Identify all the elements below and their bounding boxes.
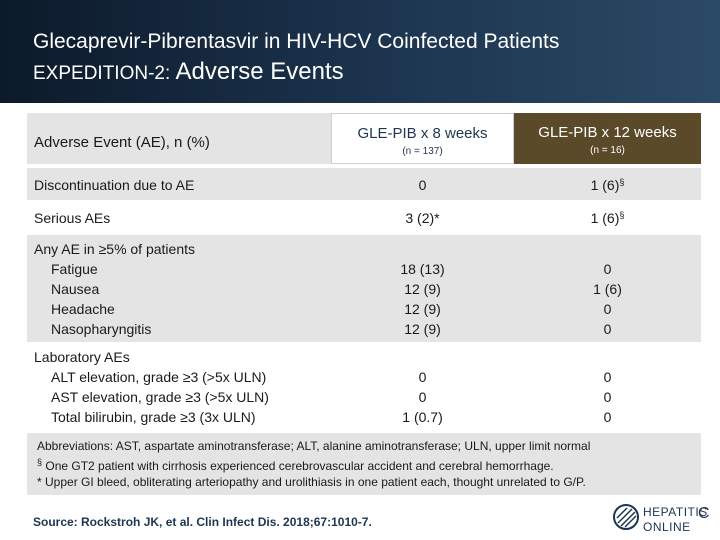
cell-nasopharyngitis-8wk: 12 (9): [404, 321, 441, 337]
star-footnote: * Upper GI bleed, obliterating arteriopa…: [37, 475, 586, 489]
table-row-shade: [27, 235, 701, 342]
cell-ast-8wk: 0: [418, 389, 427, 405]
hepatitis-c-online-logo: HEPATITIS C ONLINE: [612, 503, 712, 535]
slide-header: Glecaprevir-Pibrentasvir in HIV-HCV Coin…: [0, 0, 720, 103]
section-footnote: § One GT2 patient with cirrhosis experie…: [37, 457, 554, 473]
cell-headache-12wk: 0: [603, 301, 612, 317]
row-header-label: Adverse Event (AE), n (%): [34, 134, 210, 151]
cell-fatigue-8wk: 18 (13): [400, 261, 445, 277]
row-label-ast: AST elevation, grade ≥3 (>5x ULN): [51, 389, 269, 405]
slide-subtitle: EXPEDITION-2: Adverse Events: [33, 58, 344, 86]
row-label-any-ae: Any AE in ≥5% of patients: [34, 241, 195, 257]
cell-value: 1 (6): [590, 210, 620, 226]
row-label-fatigue: Fatigue: [51, 261, 98, 277]
cell-serious-12wk: 1 (6)§: [514, 210, 701, 226]
row-label-alt: ALT elevation, grade ≥3 (>5x ULN): [51, 369, 267, 385]
cell-alt-12wk: 0: [603, 369, 612, 385]
column-title: GLE-PIB x 8 weeks: [357, 125, 488, 142]
footnotes-box: Abbreviations: AST, aspartate aminotrans…: [27, 433, 701, 495]
cell-discontinuation-12wk: 1 (6)§: [514, 177, 701, 193]
subtitle-prefix: EXPEDITION-2:: [33, 63, 176, 84]
logo-line-1: HEPATITIS: [643, 505, 708, 519]
cell-nausea-12wk: 1 (6): [593, 281, 622, 297]
footnote-mark: §: [37, 457, 43, 467]
cell-discontinuation-8wk: 0: [418, 177, 427, 193]
slide-title: Glecaprevir-Pibrentasvir in HIV-HCV Coin…: [33, 30, 560, 53]
cell-bilirubin-8wk: 1 (0.7): [402, 409, 443, 425]
row-label-serious: Serious AEs: [34, 210, 111, 226]
footnote-mark: §: [619, 177, 625, 187]
column-header-8-weeks: GLE-PIB x 8 weeks (n = 137): [331, 113, 514, 164]
cell-nausea-8wk: 12 (9): [404, 281, 441, 297]
source-citation: Source: Rockstroh JK, et al. Clin Infect…: [33, 515, 372, 529]
row-label-discontinuation: Discontinuation due to AE: [34, 177, 195, 193]
subtitle-main: Adverse Events: [175, 58, 344, 85]
row-label-headache: Headache: [51, 301, 115, 317]
footnote-mark: §: [619, 210, 625, 220]
row-label-bilirubin: Total bilirubin, grade ≥3 (3x ULN): [51, 409, 256, 425]
cell-headache-8wk: 12 (9): [404, 301, 441, 317]
row-label-nasopharyngitis: Nasopharyngitis: [51, 321, 152, 337]
abbreviations-note: Abbreviations: AST, aspartate aminotrans…: [37, 439, 591, 453]
cell-ast-12wk: 0: [603, 389, 612, 405]
column-n: (n = 16): [590, 145, 625, 156]
section-footnote-text: One GT2 patient with cirrhosis experienc…: [45, 459, 554, 473]
cell-serious-8wk: 3 (2)*: [405, 210, 440, 226]
logo-letter: C: [698, 505, 710, 522]
column-header-12-weeks: GLE-PIB x 12 weeks (n = 16): [514, 113, 701, 164]
cell-alt-8wk: 0: [418, 369, 427, 385]
cell-value: 1 (6): [590, 177, 620, 193]
column-n: (n = 137): [402, 146, 443, 157]
cell-fatigue-12wk: 0: [603, 261, 612, 277]
row-label-lab: Laboratory AEs: [34, 349, 130, 365]
table-row-shade: [27, 168, 701, 200]
logo-mark-icon: [613, 504, 639, 530]
column-title: GLE-PIB x 12 weeks: [538, 124, 677, 141]
logo-line-2: ONLINE: [643, 520, 691, 534]
row-label-nausea: Nausea: [51, 281, 100, 297]
cell-bilirubin-12wk: 0: [603, 409, 612, 425]
cell-nasopharyngitis-12wk: 0: [603, 321, 612, 337]
